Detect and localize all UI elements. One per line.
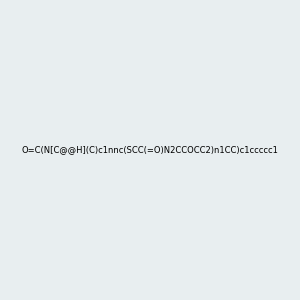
Text: O=C(N[C@@H](C)c1nnc(SCC(=O)N2CCOCC2)n1CC)c1ccccc1: O=C(N[C@@H](C)c1nnc(SCC(=O)N2CCOCC2)n1CC… bbox=[22, 146, 278, 154]
